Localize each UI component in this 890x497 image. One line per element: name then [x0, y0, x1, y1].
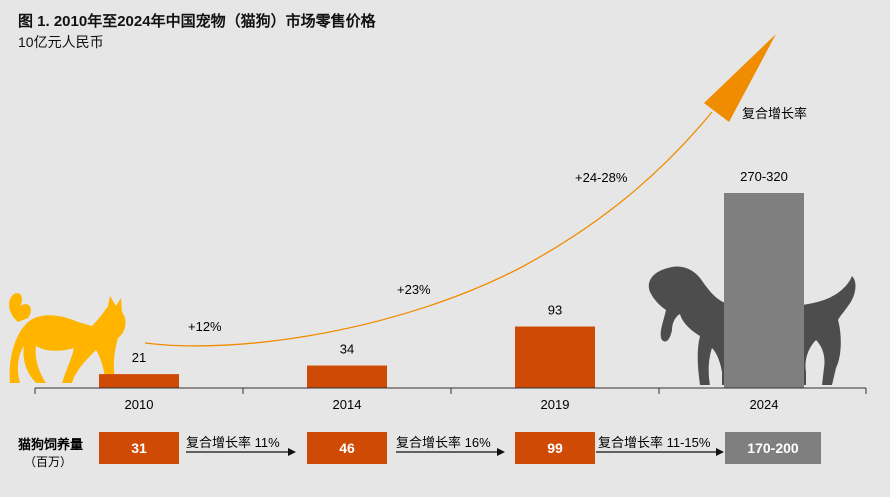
value-label-2019: 93 [548, 303, 562, 318]
value-label-2010: 21 [132, 350, 146, 365]
x-tick-label-2019: 2019 [541, 397, 570, 412]
pet-count-2024: 170-200 [725, 432, 821, 464]
pet-cagr-arrowhead [716, 448, 724, 456]
pet-cagr-label-2: 复合增长率 11-15% [598, 435, 711, 450]
pet-cagr-label-1: 复合增长率 16% [396, 435, 491, 450]
chart-subtitle: 10亿元人民币 [18, 34, 104, 50]
pet-population-label: 猫狗饲养量 [18, 437, 84, 452]
pet-population-unit: （百万） [24, 455, 73, 469]
growth-label-2014-2019: +23% [397, 282, 431, 297]
x-tick-label-2024: 2024 [750, 397, 779, 412]
pet-count-2010: 31 [99, 432, 179, 464]
pet-count-2014: 46 [307, 432, 387, 464]
x-tick-label-2010: 2010 [125, 397, 154, 412]
value-label-2014: 34 [340, 342, 354, 357]
chart-title: 图 1. 2010年至2024年中国宠物（猫狗）市场零售价格 [18, 13, 376, 30]
cat-icon [9, 293, 126, 383]
pet-cagr-arrowhead [497, 448, 505, 456]
growth-label-2010-2014: +12% [188, 319, 222, 334]
bar-2019 [515, 326, 595, 388]
pet-cagr-label-0: 复合增长率 11% [186, 435, 280, 450]
bar-2024 [724, 193, 804, 388]
growth-label-2019-2024: +24-28% [575, 170, 628, 185]
value-label-2024: 270-320 [740, 169, 788, 184]
trend-label: 复合增长率 [742, 106, 807, 121]
bar-2010 [99, 374, 179, 388]
growth-trend-curve [144, 111, 713, 347]
x-tick-label-2014: 2014 [333, 397, 362, 412]
growth-trend-arrowhead [704, 34, 776, 122]
pet-count-2019: 99 [515, 432, 595, 464]
bar-2014 [307, 365, 387, 388]
pet-cagr-arrowhead [288, 448, 296, 456]
